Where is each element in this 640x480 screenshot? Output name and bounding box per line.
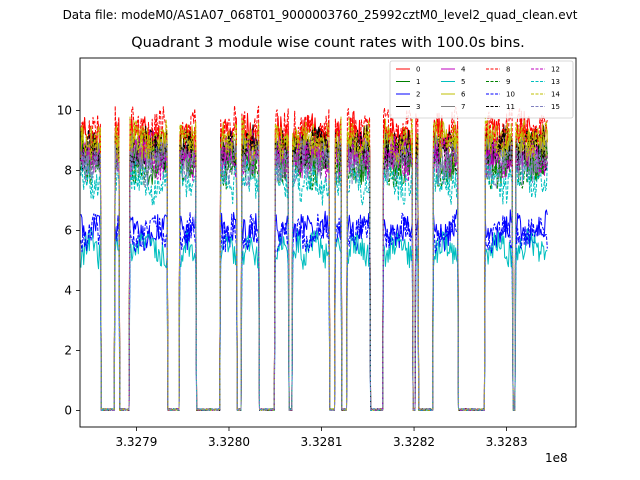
series-line-1 — [80, 137, 548, 411]
legend-label: 3 — [416, 103, 420, 111]
chart-title: Quadrant 3 module wise count rates with … — [131, 35, 525, 51]
y-tick-label: 8 — [64, 164, 72, 178]
series-line-12 — [80, 135, 548, 411]
series-line-14 — [80, 116, 548, 411]
legend-label: 0 — [416, 66, 420, 74]
x-tick-label: 3.3280 — [208, 435, 250, 449]
series-line-5 — [80, 227, 548, 411]
y-tick-label: 6 — [64, 224, 72, 238]
legend-label: 8 — [506, 66, 510, 74]
legend-label: 9 — [506, 78, 510, 86]
series-line-9 — [80, 143, 548, 411]
legend-box — [389, 60, 574, 119]
legend-label: 10 — [506, 91, 515, 99]
x-axis: 3.3279 3.3280 3.3281 3.3282 3.3283 — [115, 427, 528, 449]
x-offset-label: 1e8 — [545, 451, 568, 465]
legend-label: 1 — [416, 78, 420, 86]
y-tick-label: 0 — [64, 404, 72, 418]
legend-label: 14 — [551, 91, 560, 99]
figure-suptitle: Data file: modeM0/AS1A07_068T01_90000037… — [62, 8, 578, 22]
legend-label: 15 — [551, 103, 560, 111]
legend-label: 4 — [461, 66, 466, 74]
plot-frame — [79, 57, 577, 428]
x-tick-label: 3.3283 — [486, 435, 528, 449]
x-tick-label: 3.3282 — [393, 435, 435, 449]
y-axis: 0 2 4 6 8 10 — [57, 104, 80, 418]
series-line-13 — [80, 159, 548, 411]
legend-label: 2 — [416, 91, 420, 99]
y-tick-label: 2 — [64, 344, 72, 358]
series-line-15 — [80, 140, 548, 411]
y-tick-label: 10 — [57, 104, 72, 118]
x-tick-label: 3.3279 — [115, 435, 157, 449]
legend-label: 12 — [551, 66, 560, 74]
legend-label: 7 — [461, 103, 465, 111]
legend-label: 11 — [506, 103, 515, 111]
legend-label: 13 — [551, 78, 560, 86]
legend-label: 6 — [461, 91, 466, 99]
y-tick-label: 4 — [64, 284, 72, 298]
legend-label: 5 — [461, 78, 465, 86]
x-tick-label: 3.3281 — [301, 435, 343, 449]
series-layer — [80, 105, 548, 411]
